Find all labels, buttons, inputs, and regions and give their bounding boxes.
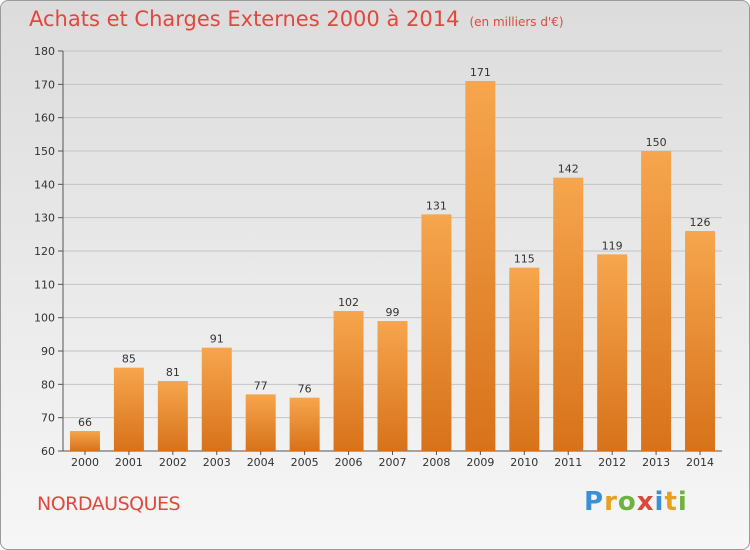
y-tick-label: 130 bbox=[34, 212, 55, 225]
bar-value-label: 85 bbox=[122, 353, 136, 366]
bar bbox=[201, 347, 232, 451]
x-tick-label: 2000 bbox=[71, 456, 99, 469]
x-tick-label: 2012 bbox=[598, 456, 626, 469]
bar bbox=[553, 177, 584, 451]
y-tick-label: 140 bbox=[34, 178, 55, 191]
y-tick-label: 120 bbox=[34, 245, 55, 258]
bar-value-label: 126 bbox=[690, 216, 711, 229]
x-tick-label: 2002 bbox=[159, 456, 187, 469]
chart-title-text: Achats et Charges Externes 2000 à 2014 bbox=[29, 7, 460, 31]
bar-value-label: 66 bbox=[78, 416, 92, 429]
bar bbox=[465, 81, 496, 451]
bar bbox=[377, 321, 408, 451]
y-tick-label: 90 bbox=[41, 345, 55, 358]
x-tick-label: 2006 bbox=[335, 456, 363, 469]
y-tick-label: 170 bbox=[34, 78, 55, 91]
bar bbox=[69, 431, 100, 451]
y-tick-label: 60 bbox=[41, 445, 55, 458]
bar bbox=[113, 367, 144, 451]
bar bbox=[597, 254, 628, 451]
y-tick-label: 160 bbox=[34, 112, 55, 125]
chart-unit-label: (en milliers d'€) bbox=[469, 15, 564, 29]
bar-value-label: 99 bbox=[386, 306, 400, 319]
bar bbox=[421, 214, 452, 451]
bar-value-label: 119 bbox=[602, 239, 623, 252]
bar-value-label: 91 bbox=[210, 333, 224, 346]
bar-value-label: 77 bbox=[254, 379, 268, 392]
x-tick-label: 2005 bbox=[291, 456, 319, 469]
x-tick-label: 2011 bbox=[554, 456, 582, 469]
logo-letter: r bbox=[604, 487, 618, 517]
bar bbox=[333, 311, 364, 451]
x-tick-label: 2009 bbox=[466, 456, 494, 469]
x-tick-label: 2010 bbox=[510, 456, 538, 469]
y-tick-label: 80 bbox=[41, 378, 55, 391]
proxiti-logo: Proxiti bbox=[584, 487, 688, 517]
commune-name: NORDAUSQUES bbox=[37, 493, 181, 515]
x-tick-label: 2004 bbox=[247, 456, 275, 469]
x-tick-label: 2007 bbox=[379, 456, 407, 469]
bar bbox=[685, 231, 716, 451]
y-tick-label: 70 bbox=[41, 412, 55, 425]
logo-letter: i bbox=[677, 487, 688, 517]
y-tick-label: 100 bbox=[34, 312, 55, 325]
x-tick-label: 2001 bbox=[115, 456, 143, 469]
bar bbox=[509, 267, 540, 451]
logo-letter: i bbox=[654, 487, 665, 517]
logo-letter: t bbox=[664, 487, 678, 517]
logo-letter: P bbox=[584, 487, 605, 517]
bar bbox=[157, 381, 188, 451]
x-tick-label: 2003 bbox=[203, 456, 231, 469]
logo-letter: x bbox=[636, 487, 655, 517]
chart-title: Achats et Charges Externes 2000 à 2014 (e… bbox=[29, 7, 564, 31]
bar-value-label: 115 bbox=[514, 253, 535, 266]
bar-value-label: 102 bbox=[338, 296, 359, 309]
bar-value-label: 81 bbox=[166, 366, 180, 379]
logo-letter: o bbox=[617, 487, 637, 517]
bar bbox=[245, 394, 276, 451]
x-tick-label: 2008 bbox=[422, 456, 450, 469]
bar-value-label: 76 bbox=[298, 383, 312, 396]
y-tick-label: 150 bbox=[34, 145, 55, 158]
bar-value-label: 171 bbox=[470, 66, 491, 79]
bar bbox=[289, 397, 320, 451]
x-tick-label: 2014 bbox=[686, 456, 714, 469]
bar-value-label: 150 bbox=[646, 136, 667, 149]
y-tick-label: 180 bbox=[34, 45, 55, 58]
y-tick-label: 110 bbox=[34, 278, 55, 291]
bar bbox=[641, 151, 672, 451]
bar-value-label: 142 bbox=[558, 163, 579, 176]
x-tick-label: 2013 bbox=[642, 456, 670, 469]
bar-value-label: 131 bbox=[426, 199, 447, 212]
